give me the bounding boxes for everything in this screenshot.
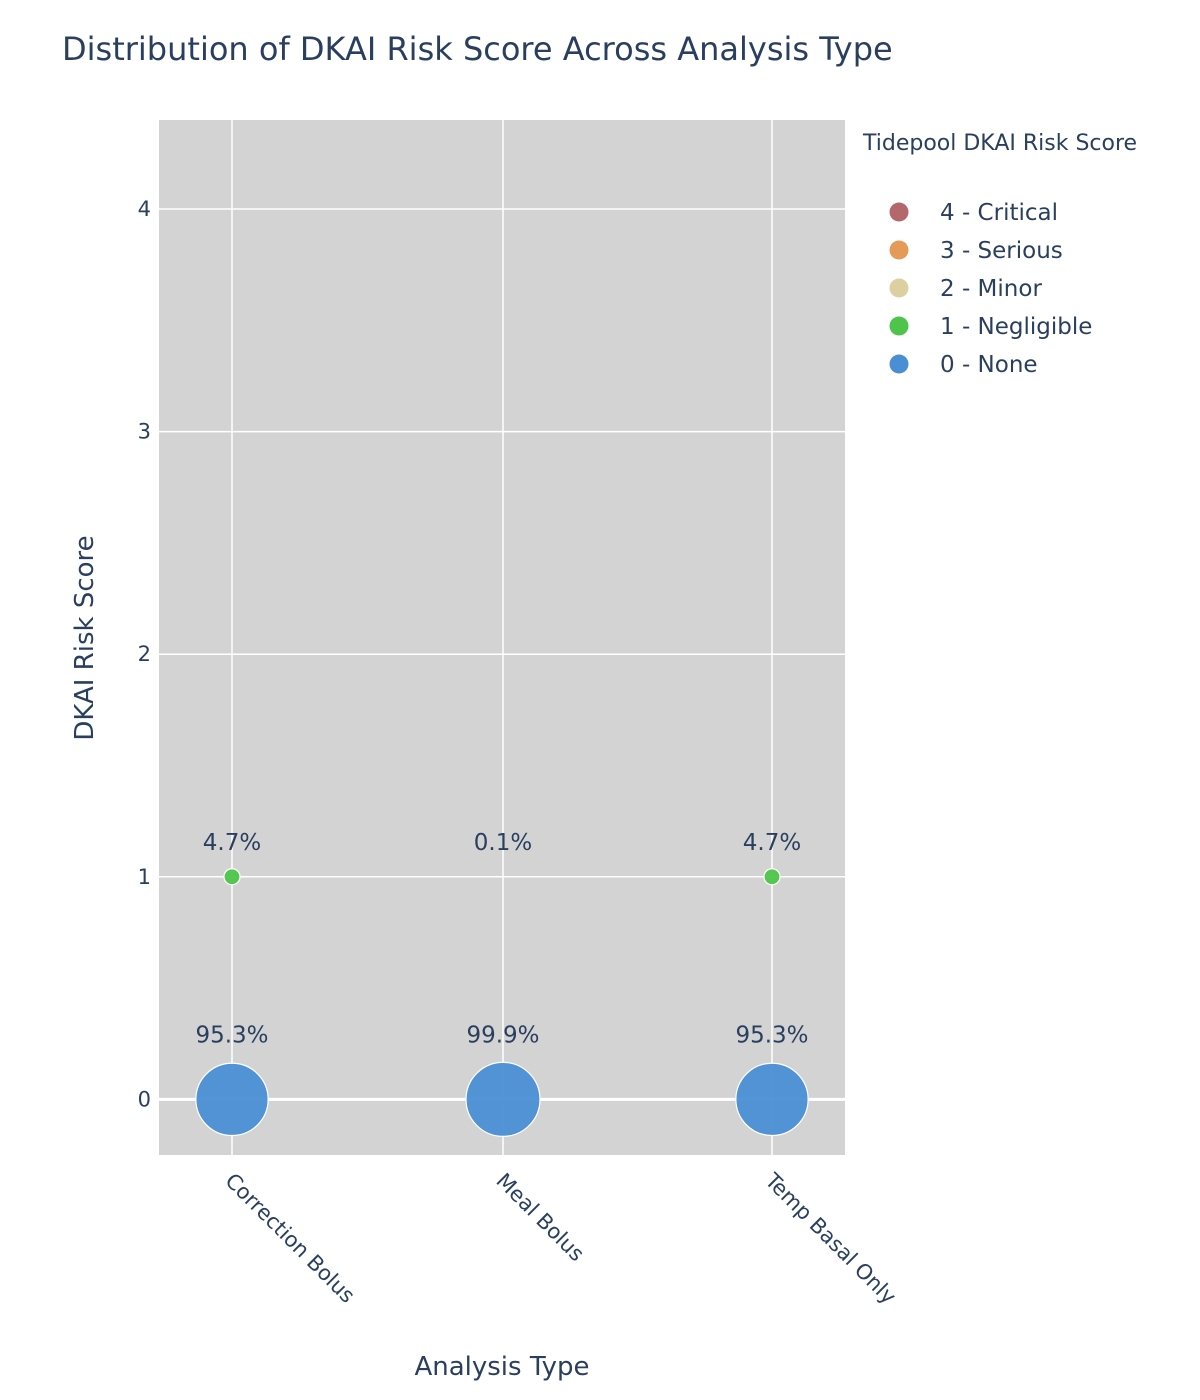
- y-tick-label: 0: [138, 1087, 151, 1111]
- legend-label: 4 - Critical: [940, 200, 1058, 226]
- y-tick-label: 4: [138, 197, 151, 221]
- data-label: 95.3%: [195, 1022, 268, 1048]
- legend-label: 3 - Serious: [940, 238, 1063, 264]
- data-label: 95.3%: [735, 1022, 808, 1048]
- bubble-marker[interactable]: [223, 868, 241, 886]
- legend-label: 1 - Negligible: [940, 314, 1092, 340]
- x-tick-label: Temp Basal Only: [760, 1168, 901, 1309]
- legend-item[interactable]: 0 - None: [889, 352, 1038, 378]
- legend-label: 2 - Minor: [940, 276, 1042, 302]
- legend-item[interactable]: 2 - Minor: [889, 276, 1043, 302]
- legend[interactable]: Tidepool DKAI Risk Score 4 - Critical 3 -…: [862, 131, 1137, 378]
- data-markers: [195, 868, 809, 1137]
- legend-title: Tidepool DKAI Risk Score: [862, 131, 1137, 156]
- x-axis-title: Analysis Type: [414, 1352, 589, 1382]
- legend-marker: [889, 278, 909, 298]
- x-tick-label: Correction Bolus: [220, 1169, 359, 1308]
- y-axis-ticks: 0 1 2 3 4: [138, 197, 151, 1111]
- legend-item[interactable]: 3 - Serious: [889, 238, 1063, 264]
- bubble-marker[interactable]: [465, 1061, 541, 1137]
- data-label: 99.9%: [466, 1022, 539, 1048]
- data-label: 4.7%: [203, 830, 261, 856]
- bubble-marker[interactable]: [763, 868, 781, 886]
- legend-marker: [889, 354, 909, 374]
- legend-marker: [889, 240, 909, 260]
- x-axis-ticks: Correction Bolus Meal Bolus Temp Basal Onl…: [220, 1168, 900, 1309]
- data-label: 4.7%: [743, 830, 801, 856]
- legend-label: 0 - None: [940, 352, 1038, 378]
- data-label: 0.1%: [474, 830, 532, 856]
- bubble-marker[interactable]: [195, 1062, 269, 1137]
- y-tick-label: 2: [138, 642, 151, 666]
- legend-item[interactable]: 1 - Negligible: [889, 314, 1093, 340]
- plot-area: [159, 120, 845, 1155]
- y-tick-label: 3: [138, 420, 151, 444]
- chart-title: Distribution of DKAI Risk Score Across A…: [62, 30, 893, 68]
- gridlines: [159, 120, 845, 1155]
- data-labels: 4.7% 0.1% 4.7% 95.3% 99.9% 95.3%: [195, 830, 808, 1049]
- y-tick-label: 1: [138, 865, 151, 889]
- legend-marker: [889, 202, 909, 222]
- legend-item[interactable]: 4 - Critical: [889, 200, 1059, 226]
- bubble-marker[interactable]: [735, 1062, 809, 1137]
- legend-marker: [889, 316, 909, 336]
- y-axis-title: DKAI Risk Score: [70, 535, 100, 740]
- x-tick-label: Meal Bolus: [491, 1169, 588, 1266]
